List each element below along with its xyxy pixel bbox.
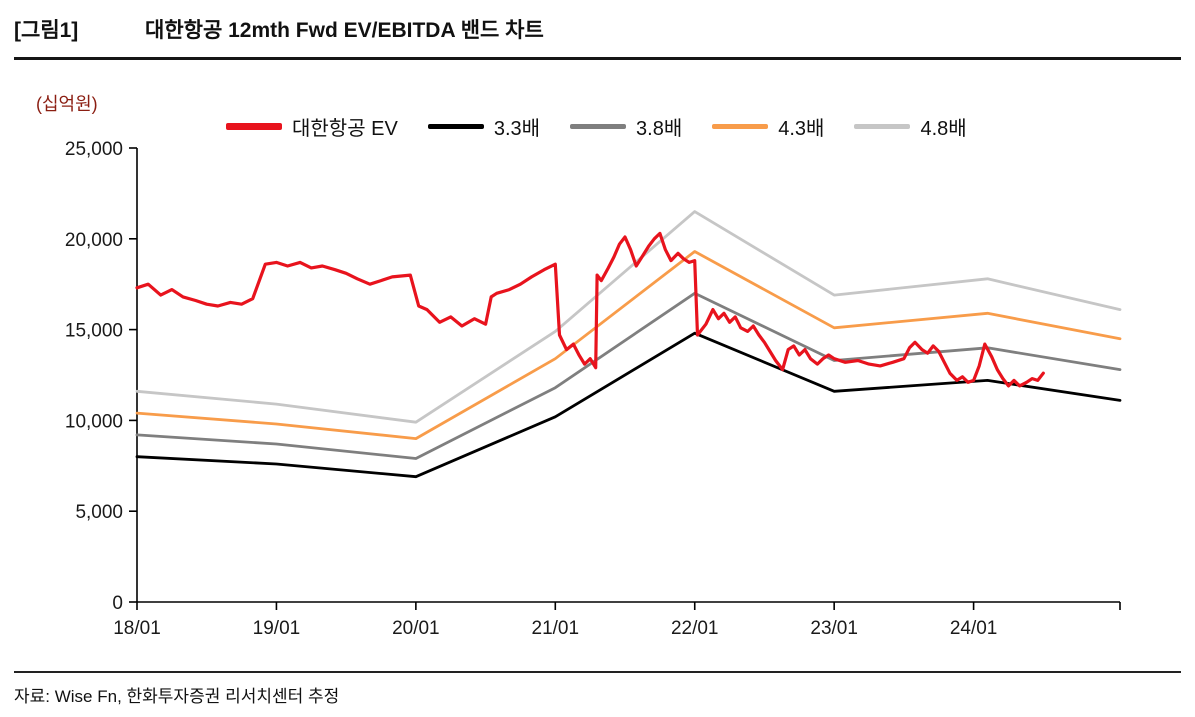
legend-item-band-3-3x: 3.3배	[427, 112, 541, 141]
legend-swatch-band-3-8x	[570, 124, 627, 129]
y-tick-label: 20,000	[65, 230, 123, 251]
x-tick-label: 20/01	[392, 618, 440, 639]
y-tick-label: 5,000	[75, 502, 123, 523]
x-tick-label: 18/01	[113, 618, 161, 639]
series-line-band-3-8x	[135, 291, 1122, 460]
legend-label-band-4-3x: 4.3배	[778, 118, 825, 140]
legend-label-band-3-8x: 3.8배	[636, 118, 683, 140]
footer-rule	[14, 671, 1181, 673]
x-tick-label: 21/01	[532, 618, 580, 639]
legend-item-band-4-8x: 4.8배	[854, 112, 967, 141]
legend-item-korean-air-ev: 대한항공 EV	[226, 112, 398, 141]
figure-header: [그림1] 대한항공 12mth Fwd EV/EBITDA 밴드 차트	[14, 14, 544, 44]
header-rule	[14, 57, 1181, 60]
figure-title: 대한항공 12mth Fwd EV/EBITDA 밴드 차트	[145, 19, 544, 42]
legend-swatch-korean-air-ev	[226, 123, 282, 130]
y-axis-unit-label: (십억원)	[36, 94, 98, 114]
x-tick-label: 22/01	[671, 618, 719, 639]
legend-swatch-band-4-3x	[712, 124, 769, 129]
chart-svg: 0 5,000 10,000 15,000 20,000 25,000 18/01 19/01…	[65, 139, 1122, 639]
chart-legend: 대한항공 EV 3.3배 3.8배 4.3배 4.8배	[226, 112, 967, 141]
series-line-korean-air-ev	[135, 231, 1045, 388]
legend-label-band-3-3x: 3.3배	[493, 118, 541, 140]
series-line-band-4-3x	[135, 250, 1122, 441]
x-tick-label: 23/01	[810, 618, 858, 639]
y-tick-label: 25,000	[65, 139, 123, 160]
y-tick-label: 0	[112, 593, 123, 614]
x-tick-label: 24/01	[950, 618, 998, 639]
legend-label-band-4-8x: 4.8배	[920, 118, 967, 140]
legend-item-band-3-8x: 3.8배	[570, 112, 682, 141]
legend-swatch-band-3-3x	[427, 124, 484, 129]
figure-label: [그림1]	[14, 19, 79, 42]
y-tick-label: 15,000	[65, 321, 123, 342]
series-line-band-3-3x	[135, 331, 1122, 479]
source-note: 자료: Wise Fn, 한화투자증권 리서치센터 추정	[14, 687, 340, 706]
series-line-band-4-8x	[135, 210, 1122, 424]
legend-item-band-4-3x: 4.3배	[712, 112, 824, 141]
y-tick-label: 10,000	[65, 411, 123, 432]
legend-label-korean-air-ev: 대한항공 EV	[292, 118, 398, 140]
x-tick-label: 19/01	[253, 618, 301, 639]
legend-swatch-band-4-8x	[854, 124, 911, 129]
